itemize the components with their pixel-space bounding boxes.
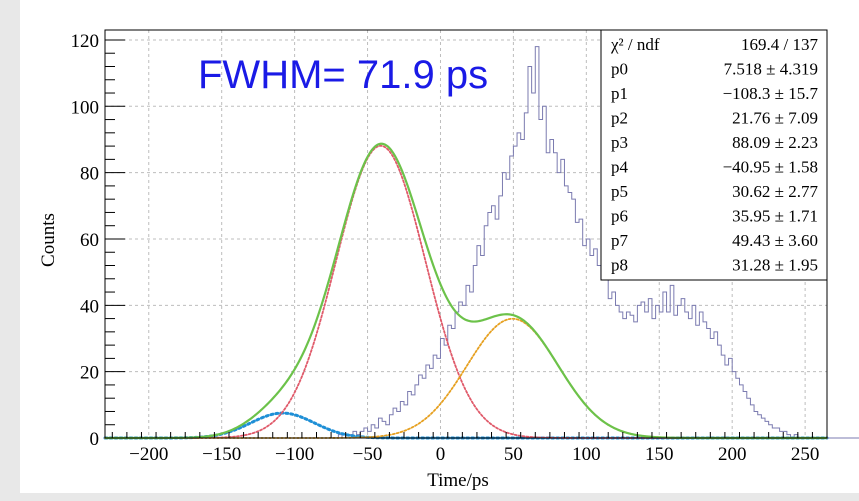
axes: −200 −150 −100 −50 0 50 100 150 200 250 0 20 40 60 80 1…	[71, 31, 828, 465]
y-tick-label: 0	[90, 429, 100, 450]
stats-value: 169.4 / 137	[741, 35, 818, 54]
x-tick-label: 250	[791, 444, 820, 465]
stats-label: p4	[611, 158, 629, 177]
x-tick-label: 150	[645, 444, 674, 465]
y-tick-label: 100	[71, 97, 100, 118]
x-tick-label: −200	[129, 444, 168, 465]
x-tick-label: 200	[718, 444, 747, 465]
stats-label: p6	[611, 207, 628, 226]
stats-value: 35.95 ± 1.71	[732, 207, 818, 226]
stats-label: p7	[611, 231, 629, 250]
y-tick-label: 20	[80, 363, 99, 384]
stats-value: 21.76 ± 7.09	[732, 109, 818, 128]
y-tick-label: 60	[80, 230, 99, 251]
stats-label: p1	[611, 84, 628, 103]
stats-label: p0	[611, 60, 628, 79]
x-tick-label: −50	[353, 444, 383, 465]
stats-label: χ² / ndf	[610, 35, 660, 54]
stats-value: −40.95 ± 1.58	[723, 158, 818, 177]
y-tick-label: 120	[71, 31, 100, 52]
stats-label: p5	[611, 182, 628, 201]
stats-label: p8	[611, 256, 628, 275]
stats-value: 7.518 ± 4.319	[724, 60, 818, 79]
y-tick-label: 80	[80, 164, 99, 185]
x-tick-label: −150	[202, 444, 241, 465]
stats-value: 88.09 ± 2.23	[732, 133, 818, 152]
x-tick-label: −100	[275, 444, 314, 465]
fwhm-annotation: FWHM= 71.9 ps	[198, 53, 488, 97]
x-tick-label: 50	[504, 444, 523, 465]
x-tick-label: 100	[572, 444, 601, 465]
stats-label: p2	[611, 109, 628, 128]
x-axis-title: Time/ps	[427, 470, 489, 491]
stats-box-frame	[600, 29, 828, 281]
stats-label: p3	[611, 133, 628, 152]
stats-value: 31.28 ± 1.95	[732, 256, 818, 275]
stats-value: 49.43 ± 3.60	[732, 231, 818, 250]
stats-value: 30.62 ± 2.77	[732, 182, 818, 201]
x-tick-label: 0	[436, 444, 446, 465]
y-axis-title: Counts	[38, 213, 59, 267]
y-tick-label: 40	[80, 296, 99, 317]
stats-value: −108.3 ± 15.7	[723, 84, 819, 103]
stats-box: χ² / ndf 169.4 / 137 p0 7.518 ± 4.319 p1 −108…	[600, 29, 828, 281]
